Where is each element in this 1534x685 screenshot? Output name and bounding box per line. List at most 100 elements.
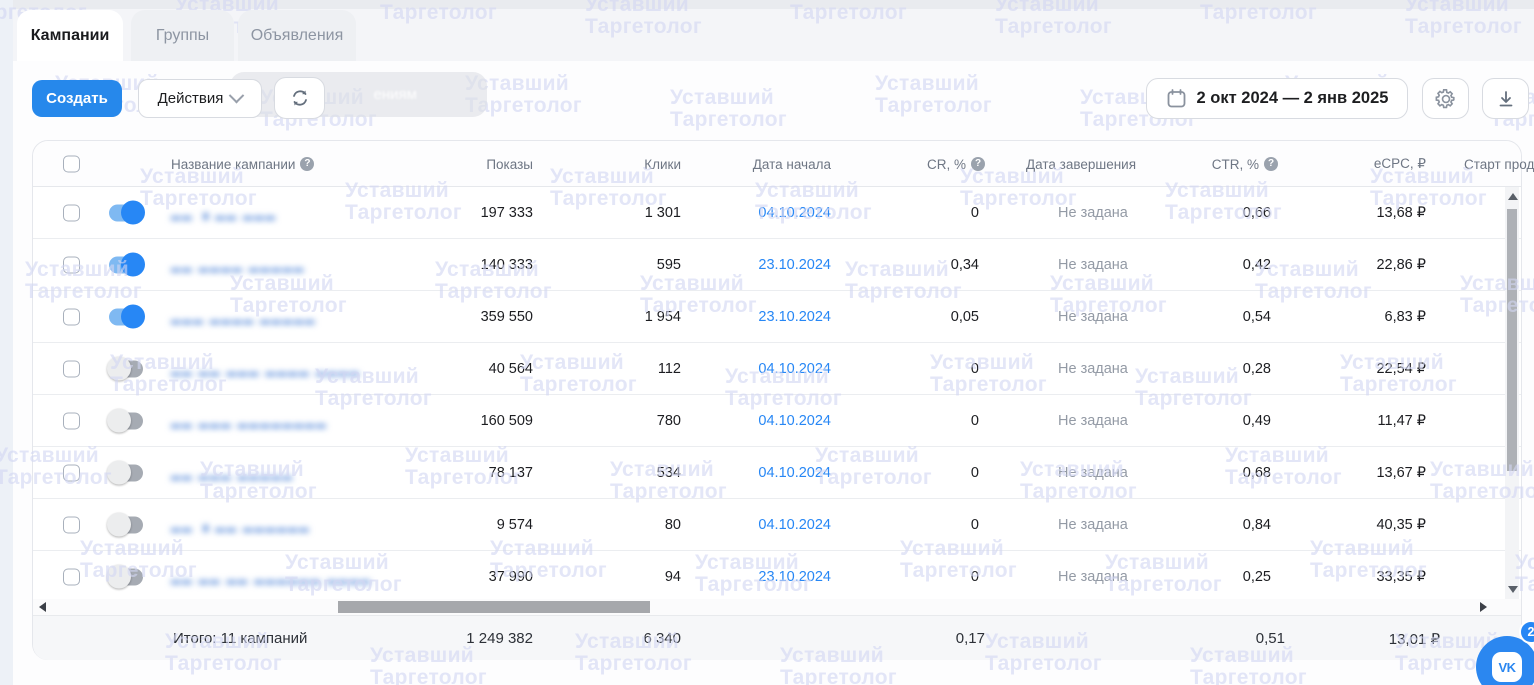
table-body: ▂▂ ▗ ▂▂ ▂▂▂ 197 333 1 301 04.10.2024 0 Не зад… bbox=[33, 187, 1521, 599]
vertical-scrollbar[interactable] bbox=[1505, 187, 1519, 599]
row-checkbox[interactable] bbox=[63, 360, 80, 377]
refresh-icon bbox=[292, 90, 307, 106]
campaign-toggle[interactable] bbox=[107, 408, 143, 433]
col-impressions-label: Показы bbox=[486, 156, 533, 172]
date-range-picker[interactable]: 2 окт 2024 — 2 янв 2025 bbox=[1146, 78, 1408, 119]
help-icon[interactable]: ? bbox=[1264, 157, 1278, 171]
row-checkbox[interactable] bbox=[63, 204, 80, 221]
help-icon[interactable]: ? bbox=[971, 157, 985, 171]
tab-groups-label: Группы bbox=[155, 26, 210, 44]
help-icon[interactable]: ? bbox=[300, 157, 315, 171]
scroll-right-arrow[interactable] bbox=[1480, 602, 1487, 612]
download-icon bbox=[1499, 90, 1512, 106]
cell-cr: 0,05 bbox=[950, 309, 979, 325]
table-row[interactable]: ▂▂ ▂▂▂ ▂▂▂▂▂▂▂▂ 160 509 780 04.10.2024 0 Не з… bbox=[33, 395, 1521, 447]
cell-date-end: Не задана bbox=[1058, 517, 1128, 533]
row-checkbox[interactable] bbox=[63, 464, 80, 481]
col-header-clicks[interactable]: Клики bbox=[543, 141, 681, 187]
cell-clicks: 534 bbox=[656, 465, 681, 481]
horizontal-scrollbar[interactable] bbox=[33, 599, 1521, 615]
col-header-impressions[interactable]: Показы bbox=[393, 141, 533, 187]
campaign-name-redacted[interactable]: ▂▂ ▗ ▂▂ ▂▂▂ bbox=[171, 205, 277, 220]
table-row[interactable]: ▂▂ ▂▂▂▂ ▂▂▂▂▂ 140 333 595 23.10.2024 0,34 Не … bbox=[33, 239, 1521, 291]
col-header-start-pro[interactable]: Старт прод bbox=[1464, 141, 1534, 187]
table-row[interactable]: ▂▂ ▂▂ ▂▂ ▂▂▂▂▂▂ ▂▂▂▂ 37 990 94 23.10.2024 0 Н… bbox=[33, 551, 1521, 599]
cell-impressions: 37 990 bbox=[488, 569, 533, 585]
tab-ads[interactable]: Объявления bbox=[238, 10, 356, 61]
cell-date-start-link[interactable]: 04.10.2024 bbox=[758, 361, 831, 377]
cell-clicks: 80 bbox=[664, 517, 681, 533]
campaign-name-redacted[interactable]: ▂▂ ▂▂ ▂▂ ▂▂▂▂▂▂ ▂▂▂▂ bbox=[171, 569, 372, 584]
cell-clicks: 1 954 bbox=[644, 309, 681, 325]
export-button[interactable] bbox=[1482, 78, 1529, 119]
campaign-name-redacted[interactable]: ▂▂ ▂▂ ▂▂▂ ▂▂▂▂ ▂▂▂▂ bbox=[171, 361, 361, 376]
campaigns-table: Название кампании ? Показы Клики Дата на… bbox=[32, 140, 1534, 660]
scroll-left-arrow[interactable] bbox=[39, 602, 46, 612]
row-checkbox[interactable] bbox=[63, 412, 80, 429]
cell-date-start-link[interactable]: 04.10.2024 bbox=[758, 205, 831, 221]
tab-campaigns-label: Кампании bbox=[30, 26, 110, 44]
toggle-knob bbox=[121, 252, 145, 277]
campaign-name-redacted[interactable]: ▂▂ ▂▂▂ ▂▂▂▂▂ bbox=[171, 465, 294, 480]
table-row[interactable]: ▂▂ ▗ ▂▂ ▂▂▂ 197 333 1 301 04.10.2024 0 Не зад… bbox=[33, 187, 1521, 239]
cell-date-start-link[interactable]: 04.10.2024 bbox=[758, 517, 831, 533]
toggle-knob bbox=[107, 356, 131, 381]
chevron-down-icon bbox=[229, 87, 245, 104]
tab-groups[interactable]: Группы bbox=[131, 10, 234, 61]
row-checkbox[interactable] bbox=[63, 308, 80, 325]
settings-button[interactable] bbox=[1422, 78, 1469, 119]
col-header-name[interactable]: Название кампании ? bbox=[171, 141, 315, 187]
cell-impressions: 40 564 bbox=[488, 361, 533, 377]
vertical-scroll-thumb[interactable] bbox=[1507, 209, 1517, 471]
cell-date-end: Не задана bbox=[1058, 361, 1128, 377]
col-header-date-end[interactable]: Дата завершения bbox=[1026, 141, 1136, 187]
campaign-toggle[interactable] bbox=[109, 200, 145, 225]
cell-ecpc: 6,83 ₽ bbox=[1384, 309, 1426, 325]
col-date-start-label: Дата начала bbox=[752, 156, 831, 172]
col-header-ctr[interactable]: CTR, %? bbox=[1133, 141, 1278, 187]
tab-campaigns[interactable]: Кампании bbox=[17, 10, 123, 61]
refresh-button[interactable] bbox=[274, 77, 325, 119]
cell-ctr: 0,84 bbox=[1242, 517, 1271, 533]
date-range-label: 2 окт 2024 — 2 янв 2025 bbox=[1196, 89, 1389, 107]
campaign-name-redacted[interactable]: ▂▂ ▂▂▂ ▂▂▂▂▂▂▂▂ bbox=[171, 413, 328, 428]
cell-date-start-link[interactable]: 23.10.2024 bbox=[758, 569, 831, 585]
col-header-cr[interactable]: CR, %? bbox=[843, 141, 985, 187]
table-row[interactable]: ▂▂▂ ▂▂▂▂ ▂▂▂▂▂ 359 550 1 954 23.10.2024 0,05… bbox=[33, 291, 1521, 343]
support-chat-bubble[interactable]: VK bbox=[1476, 636, 1534, 685]
cell-cr: 0 bbox=[970, 517, 979, 533]
cell-ecpc: 13,68 ₽ bbox=[1376, 205, 1426, 221]
campaign-toggle[interactable] bbox=[107, 356, 143, 381]
col-ecpc-label: eCPC, ₽ bbox=[1373, 156, 1426, 171]
row-checkbox[interactable] bbox=[63, 256, 80, 273]
table-row[interactable]: ▂▂ ▂▂▂ ▂▂▂▂▂ 78 137 534 04.10.2024 0 Не задан… bbox=[33, 447, 1521, 499]
cell-date-start-link[interactable]: 23.10.2024 bbox=[758, 257, 831, 273]
actions-dropdown-button[interactable]: Действия bbox=[138, 79, 262, 118]
col-header-ecpc[interactable]: eCPC, ₽ bbox=[1288, 141, 1426, 187]
col-name-label: Название кампании bbox=[171, 156, 296, 172]
campaign-name-redacted[interactable]: ▂▂ ▗ ▂▂ ▂▂▂▂▂▂ bbox=[171, 517, 311, 532]
cell-date-start-link[interactable]: 04.10.2024 bbox=[758, 413, 831, 429]
campaign-toggle[interactable] bbox=[107, 460, 143, 485]
col-ctr-label: CTR, % bbox=[1211, 156, 1259, 172]
campaign-toggle[interactable] bbox=[107, 512, 143, 537]
table-row[interactable]: ▂▂ ▂▂ ▂▂▂ ▂▂▂▂ ▂▂▂▂ 40 564 112 04.10.2024 0 Н… bbox=[33, 343, 1521, 395]
scroll-up-arrow[interactable] bbox=[1508, 193, 1518, 200]
col-header-date-start[interactable]: Дата начала bbox=[693, 141, 831, 187]
cell-date-start-link[interactable]: 04.10.2024 bbox=[758, 465, 831, 481]
create-button[interactable]: Создать bbox=[32, 80, 122, 117]
select-all-checkbox[interactable] bbox=[63, 155, 80, 173]
toggle-knob bbox=[121, 304, 145, 329]
campaign-toggle[interactable] bbox=[109, 304, 145, 329]
row-checkbox[interactable] bbox=[63, 568, 80, 585]
scroll-down-arrow[interactable] bbox=[1508, 586, 1518, 593]
campaign-name-redacted[interactable]: ▂▂▂ ▂▂▂▂ ▂▂▂▂▂ bbox=[171, 309, 317, 324]
campaign-name-redacted[interactable]: ▂▂ ▂▂▂▂ ▂▂▂▂▂ bbox=[171, 257, 306, 272]
cell-date-start-link[interactable]: 23.10.2024 bbox=[758, 309, 831, 325]
campaign-toggle[interactable] bbox=[109, 252, 145, 277]
campaign-toggle[interactable] bbox=[107, 564, 143, 589]
horizontal-scroll-thumb[interactable] bbox=[338, 601, 650, 613]
cell-cr: 0 bbox=[970, 413, 979, 429]
table-row[interactable]: ▂▂ ▗ ▂▂ ▂▂▂▂▂▂ 9 574 80 04.10.2024 0 Не задан… bbox=[33, 499, 1521, 551]
row-checkbox[interactable] bbox=[63, 516, 80, 533]
